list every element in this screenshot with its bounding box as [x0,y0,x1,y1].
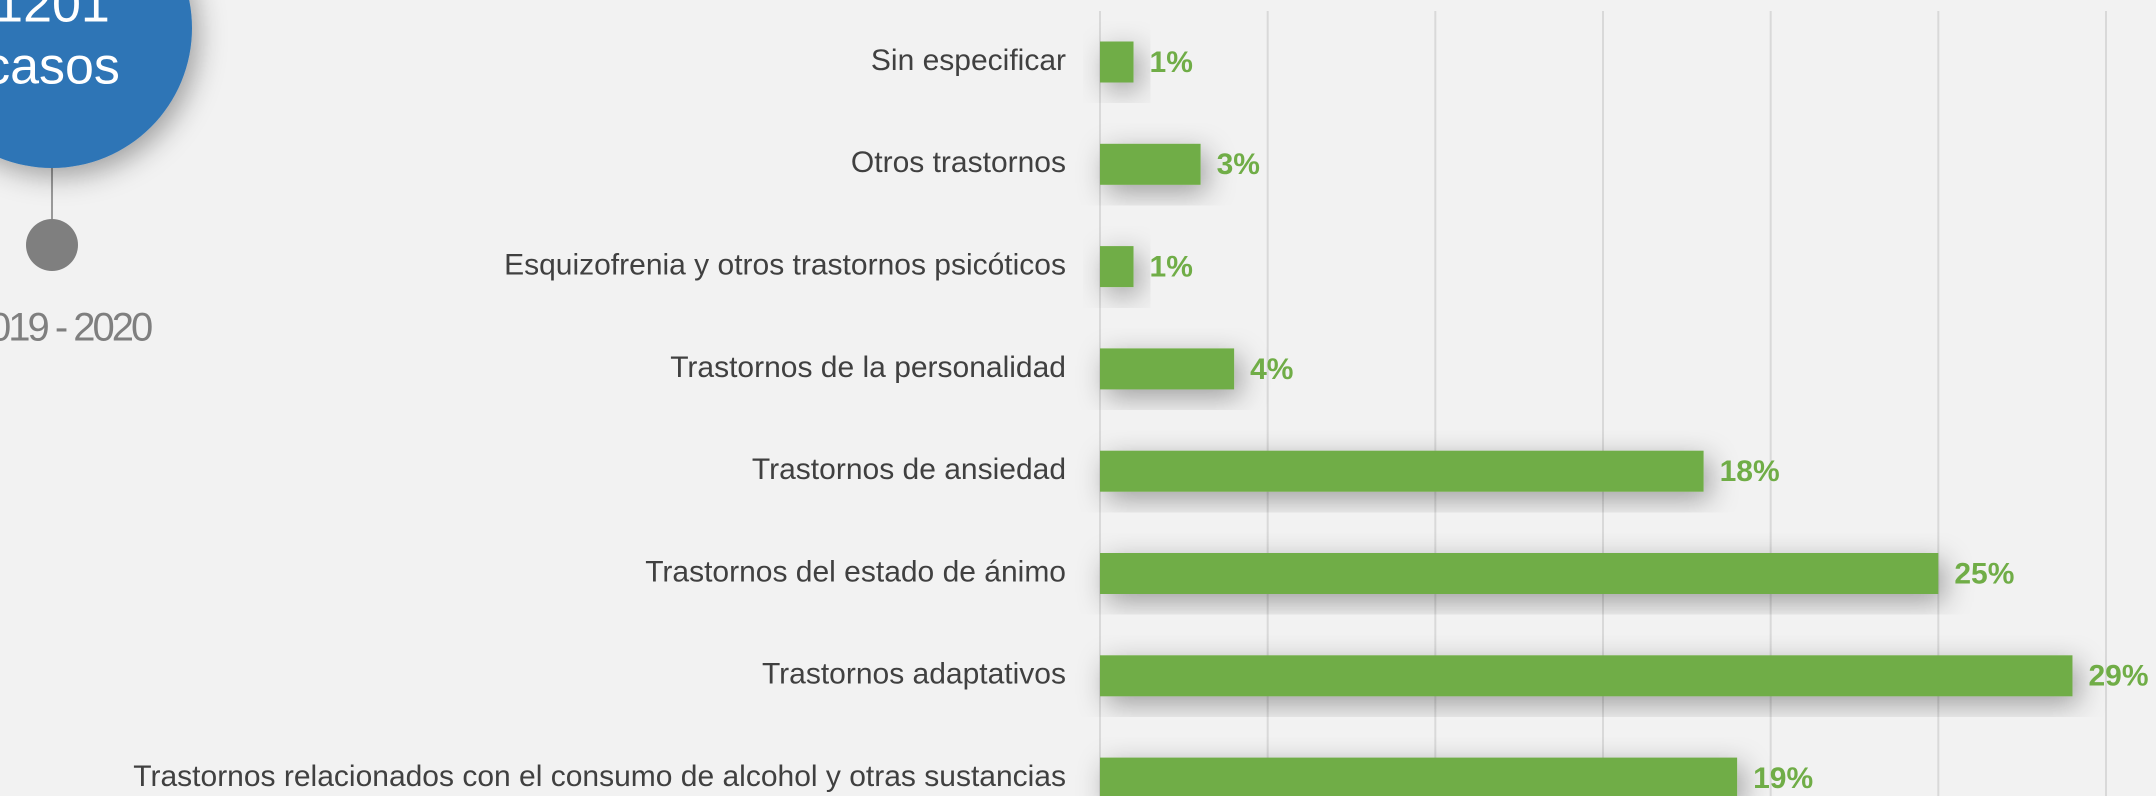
badge-circle [0,0,192,168]
category-label: Otros trastornos [851,146,1066,179]
bar [1100,450,1704,492]
value-label: 25% [1954,557,2014,590]
badge-count: 1201 [0,0,110,34]
value-label: 4% [1250,353,1293,386]
bar [1100,348,1235,390]
bar [1100,41,1134,83]
category-label: Trastornos del estado de ánimo [645,555,1066,588]
category-label: Sin especificar [871,44,1066,77]
value-label: 1% [1150,46,1193,79]
bar [1100,655,2073,697]
category-label: Trastornos de la personalidad [670,351,1066,384]
badge-dot [26,219,78,271]
category-label: Esquizofrenia y otros trastornos psicóti… [504,249,1066,282]
badge-period: 2019 - 2020 [0,306,152,350]
category-label: Trastornos adaptativos [762,658,1066,691]
value-label: 3% [1217,148,1260,181]
value-label: 18% [1720,455,1780,488]
bar [1100,246,1134,288]
category-label: Trastornos relacionados con el consumo d… [133,760,1066,793]
value-label: 1% [1150,251,1193,284]
bar [1100,143,1201,185]
badge-unit: casos [0,38,120,96]
value-label: 19% [1753,762,1813,795]
bar [1100,553,1939,594]
bar [1100,757,1738,796]
value-label: 29% [2088,660,2148,693]
category-label: Trastornos de ansiedad [752,453,1066,486]
